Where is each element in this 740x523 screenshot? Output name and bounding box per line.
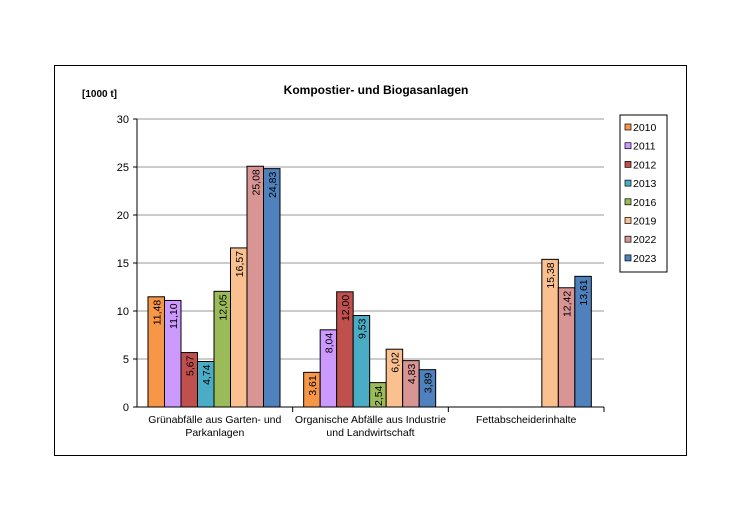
legend-label: 2019 <box>633 216 657 228</box>
data-label: 25,08 <box>250 169 262 195</box>
y-tick-label: 15 <box>117 258 129 270</box>
data-label: 4,74 <box>201 364 213 385</box>
legend-swatch <box>624 179 632 187</box>
y-tick-label: 10 <box>117 306 129 318</box>
legend-label: 2016 <box>633 197 657 209</box>
y-tick-label: 30 <box>117 114 129 126</box>
data-label: 16,57 <box>234 251 246 277</box>
legend-label: 2023 <box>633 253 657 265</box>
data-label: 2,54 <box>373 385 385 406</box>
y-tick-label: 5 <box>123 354 129 366</box>
data-label: 12,42 <box>562 291 574 317</box>
data-label: 13,61 <box>578 279 590 305</box>
x-category-label: Parkanlagen <box>185 427 244 439</box>
data-label: 11,48 <box>151 300 163 326</box>
bar-2023 <box>263 168 281 408</box>
data-label: 12,00 <box>340 295 352 321</box>
legend-label: 2013 <box>633 178 657 190</box>
data-label: 9,53 <box>356 318 368 339</box>
legend-label: 2010 <box>633 122 657 134</box>
y-tick-label: 0 <box>123 402 129 414</box>
legend-swatch <box>624 142 632 150</box>
bar-2013 <box>352 315 371 408</box>
legend-swatch <box>624 217 632 224</box>
legend-label: 2011 <box>633 141 656 153</box>
chart-frame <box>54 65 687 456</box>
legend-swatch <box>624 235 632 243</box>
data-label: 24,83 <box>267 171 279 197</box>
legend-swatch <box>624 161 632 168</box>
x-category-label: Grünabfälle aus Garten- und <box>148 414 281 426</box>
data-label: 4,83 <box>406 363 418 384</box>
y-tick-label: 20 <box>117 210 129 222</box>
data-label: 6,02 <box>389 352 401 373</box>
data-label: 3,61 <box>307 375 319 396</box>
data-label: 5,67 <box>184 355 196 376</box>
x-category-label: und Landwirtschaft <box>326 427 414 439</box>
bar-2022 <box>246 165 264 408</box>
bar-2023 <box>574 275 592 408</box>
bar-2023 <box>418 369 437 408</box>
data-label: 11,10 <box>168 303 180 329</box>
x-category-label: Organische Abfälle aus Industrie <box>295 414 446 426</box>
x-category-label: Fettabscheiderinhalte <box>476 414 577 426</box>
data-label: 8,04 <box>323 333 335 354</box>
legend-swatch <box>624 123 632 131</box>
data-label: 15,38 <box>545 262 557 288</box>
data-label: 3,89 <box>422 372 434 393</box>
legend-label: 2012 <box>633 159 657 171</box>
y-tick-label: 25 <box>117 162 129 174</box>
legend <box>619 114 668 273</box>
legend-label: 2022 <box>633 234 657 246</box>
data-label: 12,05 <box>217 294 229 320</box>
chart-title: Kompostier- und Biogasanlagen <box>284 83 469 97</box>
legend-swatch <box>624 254 632 262</box>
y-axis-label: [1000 t] <box>82 89 117 100</box>
legend-swatch <box>624 198 632 206</box>
